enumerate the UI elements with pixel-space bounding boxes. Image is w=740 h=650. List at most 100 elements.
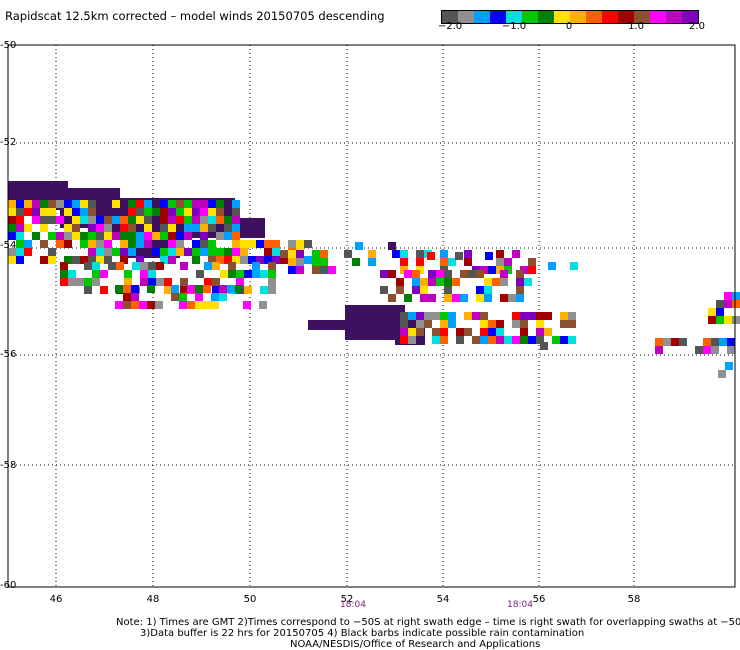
wind-cell xyxy=(512,312,520,320)
wind-cell xyxy=(711,346,719,354)
wind-cell xyxy=(268,286,276,294)
wind-cell xyxy=(16,232,24,240)
wind-cell xyxy=(16,200,24,208)
wind-cell xyxy=(560,312,568,320)
wind-cell xyxy=(136,200,144,208)
wind-cell xyxy=(296,258,304,266)
wind-cell xyxy=(256,256,264,264)
wind-cell xyxy=(112,216,120,224)
wind-cell xyxy=(296,266,304,274)
wind-cell xyxy=(60,278,68,286)
wind-cell xyxy=(528,336,536,344)
wind-cell xyxy=(436,270,444,278)
wind-cell xyxy=(480,336,488,344)
wind-cell xyxy=(224,248,232,256)
wind-cell xyxy=(16,256,24,264)
wind-cell xyxy=(160,200,168,208)
wind-cell xyxy=(288,266,296,274)
wind-cell xyxy=(400,336,408,344)
wind-cell xyxy=(224,224,232,232)
wind-cell xyxy=(400,328,408,336)
wind-cell xyxy=(148,262,156,270)
footnote-line: NOAA/NESDIS/Office of Research and Appli… xyxy=(290,639,541,650)
wind-cell xyxy=(504,336,512,344)
wind-cell xyxy=(84,278,92,286)
wind-cell xyxy=(428,294,436,302)
wind-cell xyxy=(8,248,16,256)
wind-cell xyxy=(259,301,267,309)
wind-cell xyxy=(120,256,128,264)
wind-cell xyxy=(719,338,727,346)
wind-cell xyxy=(112,232,120,240)
wind-cell xyxy=(216,200,224,208)
wind-cell xyxy=(388,270,396,278)
wind-cell xyxy=(88,200,96,208)
colorbar-segment xyxy=(682,11,698,23)
wind-cell xyxy=(416,312,424,320)
wind-cell xyxy=(120,224,128,232)
x-tick-label: 46 xyxy=(49,594,63,605)
wind-cell xyxy=(16,248,24,256)
wind-cell xyxy=(115,285,123,293)
wind-cell xyxy=(655,346,663,354)
wind-cell xyxy=(224,256,232,264)
wind-cell xyxy=(176,248,184,256)
wind-cell xyxy=(388,242,396,250)
wind-cell xyxy=(484,286,492,294)
wind-cell xyxy=(72,208,80,216)
wind-cell xyxy=(516,294,524,302)
wind-cell xyxy=(227,285,235,293)
wind-cell xyxy=(68,270,76,278)
y-tick-label: -52 xyxy=(0,137,17,148)
y-tick-label: -50 xyxy=(0,40,17,51)
wind-cell xyxy=(528,258,536,266)
x-tick-label: 54 xyxy=(436,594,450,605)
wind-cell xyxy=(296,240,304,248)
wind-cell xyxy=(88,232,96,240)
wind-cell xyxy=(496,328,504,336)
wind-cell xyxy=(716,316,724,324)
wind-cell xyxy=(520,328,528,336)
wind-cell xyxy=(147,285,155,293)
wind-cell xyxy=(432,312,440,320)
wind-cell xyxy=(244,286,252,294)
wind-cell xyxy=(176,240,184,248)
wind-cell xyxy=(8,224,16,232)
wind-cell xyxy=(496,336,504,344)
wind-cell xyxy=(208,200,216,208)
wind-cell xyxy=(484,278,492,286)
wind-cell xyxy=(32,200,40,208)
wind-cell xyxy=(204,262,212,270)
wind-cell xyxy=(176,216,184,224)
x-tick-label: 52 xyxy=(340,594,354,605)
wind-cell xyxy=(452,294,460,302)
wind-cell xyxy=(200,240,208,248)
x-tick-label: 58 xyxy=(627,594,641,605)
wind-cell xyxy=(304,256,312,264)
wind-cell xyxy=(732,292,740,300)
wind-cell xyxy=(711,338,719,346)
colorbar-segment xyxy=(458,11,474,23)
wind-cell xyxy=(40,256,48,264)
wind-cell xyxy=(160,248,168,256)
wind-cell xyxy=(703,346,711,354)
colorbar-segment xyxy=(474,11,490,23)
wind-cell xyxy=(280,256,288,264)
wind-cell xyxy=(168,232,176,240)
wind-cell xyxy=(496,250,504,258)
wind-cell xyxy=(136,240,144,248)
wind-cell xyxy=(192,256,200,264)
wind-cell xyxy=(428,270,436,278)
wind-cell xyxy=(464,258,472,266)
wind-cell xyxy=(448,312,456,320)
wind-cell xyxy=(68,278,76,286)
wind-cell xyxy=(164,286,172,294)
wind-cell xyxy=(195,293,203,301)
wind-cell xyxy=(219,293,227,301)
wind-cell xyxy=(260,270,268,278)
wind-cell xyxy=(208,224,216,232)
wind-cell xyxy=(88,224,96,232)
wind-cell xyxy=(536,336,544,344)
wind-cell xyxy=(136,232,144,240)
wind-cell xyxy=(104,240,112,248)
